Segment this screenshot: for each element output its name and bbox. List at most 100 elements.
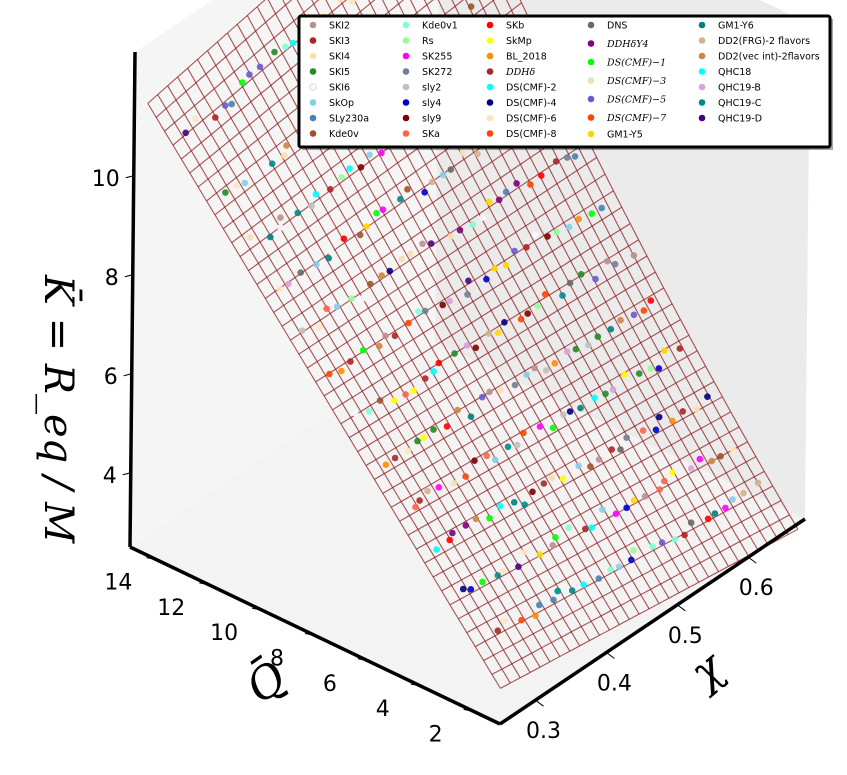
data-point [182, 129, 189, 137]
data-point [451, 350, 458, 357]
data-point [469, 221, 477, 228]
legend-marker [486, 37, 494, 44]
data-point [523, 371, 530, 379]
data-point [604, 257, 611, 265]
data-point [410, 387, 417, 394]
data-point [479, 578, 486, 586]
legend-entry: sly9 [422, 114, 441, 125]
data-point [591, 394, 598, 402]
legend-entry: SkMp [506, 36, 532, 47]
data-point [356, 231, 364, 239]
data-point [536, 601, 543, 609]
data-point [241, 179, 249, 187]
legend-marker [486, 52, 494, 60]
legend-marker [698, 99, 706, 106]
data-point [407, 250, 414, 258]
legend-marker [402, 21, 410, 29]
data-point [435, 484, 443, 491]
data-point [655, 365, 663, 372]
tick-mark [410, 683, 421, 687]
legend-marker [587, 21, 595, 29]
data-point [449, 529, 456, 537]
tick-mark [357, 658, 368, 662]
data-point [420, 434, 427, 441]
x-axis-label: χ [678, 641, 735, 701]
legend-marker [698, 52, 706, 60]
data-point [297, 269, 305, 276]
tick-mark [125, 175, 134, 179]
legend-entry: QHC19-B [718, 83, 761, 94]
data-point [681, 531, 688, 539]
data-point [704, 393, 711, 401]
legend-marker [587, 95, 595, 103]
data-point [285, 280, 292, 288]
data-point [222, 189, 229, 196]
data-point [405, 319, 412, 327]
y-axis-label: Q̄ [236, 650, 296, 714]
data-point [465, 277, 472, 285]
data-point [439, 301, 447, 309]
data-point [474, 150, 481, 158]
surface-line-chi [236, 24, 591, 641]
data-point [435, 359, 443, 367]
legend-entry: sly2 [422, 83, 441, 94]
data-point [602, 390, 609, 398]
surface-line-chi [167, 85, 521, 678]
tick-mark [252, 607, 263, 611]
data-point [282, 43, 289, 50]
data-point [463, 342, 471, 349]
data-point [711, 510, 719, 517]
data-point [315, 323, 323, 331]
data-point [510, 499, 518, 506]
data-point [647, 297, 655, 304]
data-point [617, 446, 624, 453]
data-point [532, 612, 539, 619]
x-tick-label: 0.4 [597, 671, 632, 696]
legend-entry: DS(CMF)−1 [606, 58, 666, 69]
data-point [391, 397, 398, 405]
data-point [592, 275, 599, 283]
data-point [253, 169, 260, 176]
tick-mark [535, 699, 544, 707]
data-point [661, 477, 668, 485]
legend-marker [309, 68, 317, 75]
data-point [669, 417, 676, 425]
data-point [367, 280, 374, 288]
legend-entry: DS(CMF)-6 [506, 114, 557, 125]
legend-entry: BL_2018 [506, 52, 547, 63]
data-point [447, 233, 455, 240]
legend-marker [486, 99, 494, 106]
data-point [639, 427, 647, 434]
data-point [497, 386, 504, 394]
y-tick-label: 14 [104, 571, 132, 596]
legend-entry: DD2(FRG)-2 flavors [718, 36, 810, 47]
data-point [501, 319, 508, 326]
data-point [598, 204, 605, 212]
surface-line-chi [505, 0, 789, 535]
data-point [478, 393, 486, 401]
legend-marker [309, 21, 317, 29]
data-point [494, 572, 502, 579]
data-point [549, 424, 557, 432]
data-point [358, 295, 366, 303]
data-point [635, 370, 643, 377]
legend-marker [698, 68, 706, 75]
data-point [483, 452, 491, 460]
data-point [553, 228, 560, 236]
data-point [414, 437, 421, 445]
data-point [471, 457, 478, 465]
surface-line-chi [147, 103, 501, 689]
data-point [704, 515, 712, 523]
surface-line-chi [519, 0, 799, 530]
data-point [623, 434, 630, 442]
y-tick-label: 12 [157, 596, 185, 621]
legend-marker [486, 68, 494, 75]
data-point [540, 480, 548, 487]
data-point [495, 196, 503, 204]
data-point [524, 310, 531, 317]
data-point [247, 234, 254, 241]
legend-entry: SK272 [422, 67, 452, 78]
legend-marker [309, 99, 317, 106]
data-point [222, 102, 229, 109]
tick-mark [122, 472, 131, 476]
